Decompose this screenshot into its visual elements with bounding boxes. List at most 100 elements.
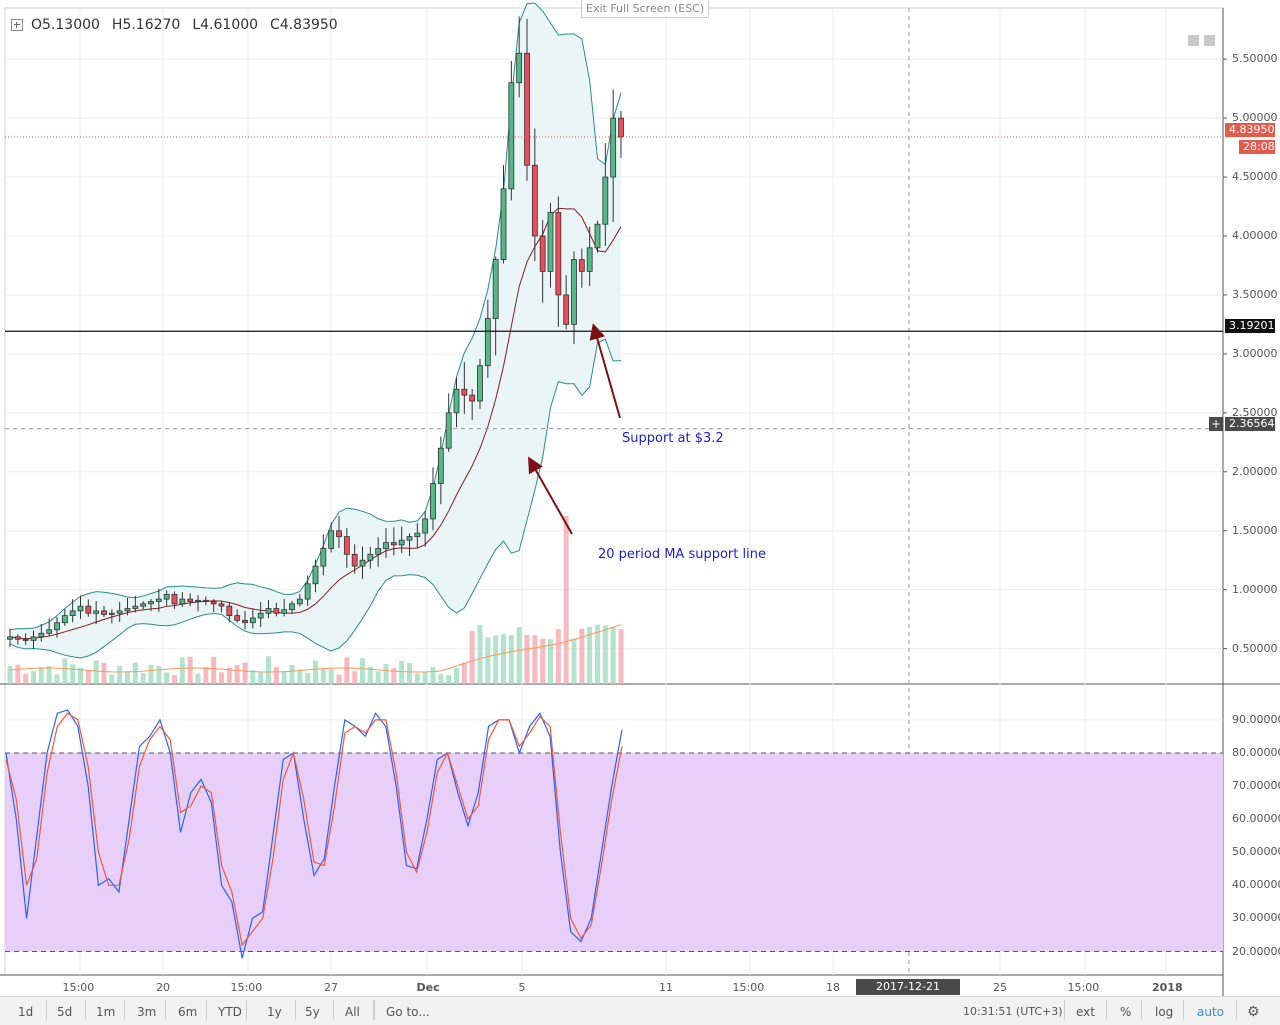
volume-bar	[352, 671, 358, 684]
crosshair-price-tag: 2.36564	[1225, 417, 1275, 431]
price-tick-label: 5.50000	[1232, 52, 1278, 66]
candle-body	[108, 612, 115, 615]
range-button-1y[interactable]: 1y	[267, 1005, 282, 1019]
time-tick-label: 27	[324, 981, 338, 994]
toolbar-divider	[85, 1000, 86, 1020]
scroll-left-icon[interactable]	[1188, 35, 1199, 46]
bollinger-lower-line	[9, 338, 622, 659]
range-button-1m[interactable]: 1m	[96, 1005, 116, 1019]
range-button-3m[interactable]: 3m	[137, 1005, 157, 1019]
range-button-1d[interactable]: 1d	[18, 1005, 34, 1019]
auto-toggle[interactable]: auto	[1197, 1005, 1225, 1019]
volume-bar	[289, 665, 295, 684]
support-annotation: Support at $3.2	[622, 431, 724, 446]
clock-readout: 10:31:51 (UTC+3)	[963, 1005, 1063, 1018]
stoch-tick-label: 50.00000	[1232, 845, 1280, 859]
time-tick-label: 18	[826, 981, 840, 994]
toolbar-divider	[1064, 1000, 1065, 1020]
volume-bar	[430, 666, 436, 684]
stoch-tick-label: 80.00000	[1232, 745, 1280, 759]
goto-button[interactable]: Go to...	[386, 1005, 430, 1019]
range-button-6m[interactable]: 6m	[178, 1005, 198, 1019]
candle-body	[155, 598, 162, 602]
volume-bar	[602, 625, 608, 684]
volume-bar	[172, 674, 177, 684]
time-tick-label: 2018	[1152, 981, 1183, 994]
volume-bar	[273, 667, 279, 684]
range-button-5d[interactable]: 5d	[57, 1005, 73, 1019]
toolbar-divider	[333, 1000, 334, 1020]
volume-bar	[234, 664, 240, 684]
volume-bar	[336, 674, 342, 684]
expand-icon[interactable]	[11, 19, 23, 31]
time-tick-label: 11	[659, 981, 673, 994]
candle-body	[14, 636, 21, 640]
candle-body	[422, 518, 429, 534]
volume-bar	[446, 675, 452, 684]
volume-bar	[422, 671, 428, 684]
volume-bar	[125, 671, 130, 684]
volume-bar	[140, 672, 146, 684]
ohlc-legend: O5.13000 H5.16270 L4.61000 C4.83950	[11, 14, 338, 36]
volume-bar	[250, 670, 256, 684]
candle-body	[367, 553, 374, 561]
volume-bar	[461, 662, 467, 684]
volume-bar	[383, 663, 389, 684]
volume-bar	[391, 667, 397, 684]
price-tick-label: 4.50000	[1232, 170, 1278, 184]
volume-bar	[179, 657, 185, 684]
ohlc-low: L4.61000	[192, 17, 259, 33]
ohlc-open: O5.13000	[31, 17, 100, 33]
stoch-tick-label: 60.00000	[1232, 812, 1280, 826]
time-tick-label: 20	[156, 981, 170, 994]
settings-gear-icon[interactable]: ⚙	[1247, 1004, 1260, 1020]
volume-bar	[485, 637, 491, 684]
candle-body	[195, 599, 201, 602]
stoch-tick-label: 20.00000	[1232, 944, 1280, 958]
log-toggle[interactable]: log	[1155, 1005, 1174, 1019]
add-alert-icon[interactable]: +	[1209, 417, 1223, 431]
price-tick-label: 0.50000	[1232, 641, 1278, 655]
candle-body	[351, 553, 358, 567]
candle-body	[375, 548, 382, 555]
candle-body	[328, 530, 335, 549]
candle-body	[38, 632, 45, 638]
candle-body	[140, 603, 147, 607]
candle-body	[610, 117, 617, 178]
volume-bar	[571, 638, 577, 684]
scroll-right-icon[interactable]	[1204, 35, 1215, 46]
support-arrow	[589, 323, 621, 419]
candle-body	[555, 212, 562, 296]
candle-body	[242, 619, 248, 624]
candle-body	[445, 412, 452, 449]
toolbar-divider	[373, 1000, 374, 1020]
volume-bar	[579, 628, 585, 684]
candle-body	[414, 532, 421, 538]
volume-bar	[320, 668, 326, 684]
toolbar-divider	[374, 1000, 375, 1020]
range-button-5y[interactable]: 5y	[305, 1005, 320, 1019]
volume-bar	[109, 674, 115, 684]
candle-body	[578, 259, 585, 272]
ext-toggle[interactable]: ext	[1076, 1005, 1095, 1019]
candle-body	[296, 598, 303, 605]
time-tick-label: 25	[993, 981, 1007, 994]
exit-fullscreen-button[interactable]: Exit Full Screen (ESC)	[581, 0, 710, 18]
candle-body	[586, 247, 593, 272]
candle-body	[257, 612, 264, 619]
candle-body	[179, 598, 186, 605]
volume-bar	[563, 516, 569, 684]
volume-bar	[195, 673, 201, 684]
range-button-all[interactable]: All	[345, 1005, 360, 1019]
candle-body	[218, 603, 225, 607]
candle-body	[383, 542, 389, 549]
ohlc-close: C4.83950	[270, 17, 338, 33]
range-button-ytd[interactable]: YTD	[218, 1005, 242, 1019]
candle-body	[492, 259, 499, 319]
candle-body	[320, 548, 327, 567]
volume-bar	[501, 634, 506, 684]
candle-body	[148, 601, 154, 605]
volume-bar	[454, 667, 459, 684]
percent-toggle[interactable]: %	[1120, 1005, 1132, 1019]
